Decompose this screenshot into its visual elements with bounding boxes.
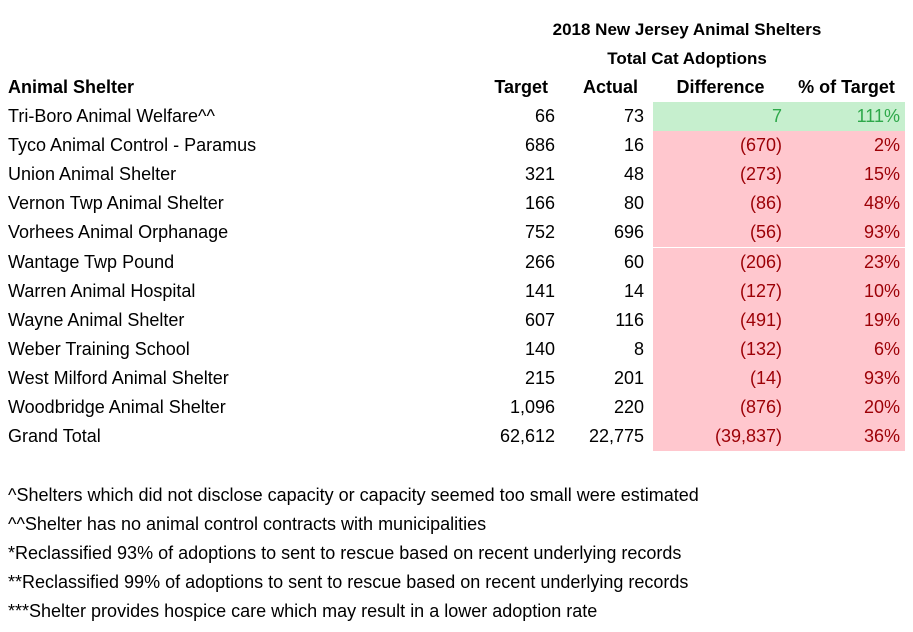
highlight-cell xyxy=(653,363,905,393)
row-label: Union Animal Shelter xyxy=(8,164,177,185)
cell: 36% xyxy=(863,426,900,447)
title-line: 2018 New Jersey Animal Shelters xyxy=(552,20,822,39)
cell: 607 xyxy=(524,309,555,330)
footnote: *Reclassified 93% of adoptions to sent t… xyxy=(8,543,682,563)
cell: 140 xyxy=(524,338,555,359)
highlight-cell xyxy=(653,305,905,335)
column-header: % of Target xyxy=(798,77,895,97)
highlight-cell xyxy=(653,422,905,452)
highlight-cell xyxy=(653,276,905,306)
cell: (273) xyxy=(739,164,782,185)
footnote: ***Shelter provides hospice care which m… xyxy=(8,601,598,621)
column-header: Actual xyxy=(582,77,638,97)
highlight-cell xyxy=(653,218,905,248)
cell: 93% xyxy=(863,222,900,243)
cell: 6% xyxy=(873,338,900,359)
cell: (127) xyxy=(739,280,782,301)
cell: (86) xyxy=(749,193,782,214)
cell: 2% xyxy=(873,135,900,156)
cell: 7 xyxy=(771,106,782,126)
highlight-cell xyxy=(653,393,905,423)
cell: (876) xyxy=(739,397,782,417)
cell: 15% xyxy=(863,164,900,185)
cell: 62,612 xyxy=(499,426,555,447)
cell: 19% xyxy=(863,309,900,330)
cell: 1,096 xyxy=(509,397,555,417)
cell: 8 xyxy=(633,338,644,359)
column-header: Animal Shelter xyxy=(8,77,135,97)
column-header: Target xyxy=(494,77,548,97)
cell: 696 xyxy=(613,222,644,243)
cell: (39,837) xyxy=(714,426,782,447)
cell: 16 xyxy=(623,135,644,156)
row-label: West Milford Animal Shelter xyxy=(8,367,229,388)
cell: 10% xyxy=(863,280,900,301)
cell: 166 xyxy=(524,193,555,214)
cell: (14) xyxy=(749,367,782,388)
cell: 22,775 xyxy=(588,426,644,447)
highlight-cell xyxy=(653,247,905,277)
cell: 752 xyxy=(524,222,555,243)
cell: (670) xyxy=(739,135,782,156)
highlight-cell xyxy=(653,334,905,364)
row-label: Vorhees Animal Orphanage xyxy=(8,222,229,243)
cell: 73 xyxy=(623,106,644,126)
cell: 201 xyxy=(613,367,644,388)
cell: (56) xyxy=(749,222,782,243)
cell: 266 xyxy=(524,251,555,272)
cell: 60 xyxy=(623,251,644,272)
row-label: Woodbridge Animal Shelter xyxy=(8,397,226,417)
row-label: Wantage Twp Pound xyxy=(8,251,175,272)
cell: 20% xyxy=(863,397,900,417)
cell: 220 xyxy=(613,397,644,417)
highlight-cell xyxy=(653,102,905,132)
cell: 321 xyxy=(524,164,555,185)
row-label: Weber Training School xyxy=(8,338,190,359)
cell: (132) xyxy=(739,338,782,359)
cell: 686 xyxy=(524,135,555,156)
cell: 141 xyxy=(524,280,555,301)
row-label: Vernon Twp Animal Shelter xyxy=(8,193,224,214)
highlight-cell xyxy=(653,189,905,219)
cell: 48% xyxy=(863,193,900,214)
row-label: Tyco Animal Control - Paramus xyxy=(8,135,257,156)
cell: 116 xyxy=(615,309,644,330)
highlight-cell xyxy=(653,160,905,190)
cell: 80 xyxy=(623,193,644,214)
row-label: Tri-Boro Animal Welfare^^ xyxy=(8,106,215,126)
cell: (206) xyxy=(739,251,782,272)
row-label: Warren Animal Hospital xyxy=(8,280,196,301)
footnote: **Reclassified 99% of adoptions to sent … xyxy=(8,572,689,592)
row-label: Grand Total xyxy=(8,426,101,447)
cell: 66 xyxy=(534,106,555,126)
cell: (491) xyxy=(739,309,782,330)
title-line: Total Cat Adoptions xyxy=(607,49,767,68)
row-label: Wayne Animal Shelter xyxy=(8,309,185,330)
cell: 93% xyxy=(863,367,900,388)
cell: 14 xyxy=(623,280,644,301)
highlight-cell xyxy=(653,131,905,161)
cell: 111% xyxy=(856,106,900,126)
cell: 23% xyxy=(863,251,900,272)
cell: 215 xyxy=(524,367,555,388)
column-header: Difference xyxy=(676,77,765,97)
footnote: ^^Shelter has no animal control contract… xyxy=(8,514,487,534)
cell: 48 xyxy=(623,164,644,185)
footnote: ^Shelters which did not disclose capacit… xyxy=(8,485,699,505)
